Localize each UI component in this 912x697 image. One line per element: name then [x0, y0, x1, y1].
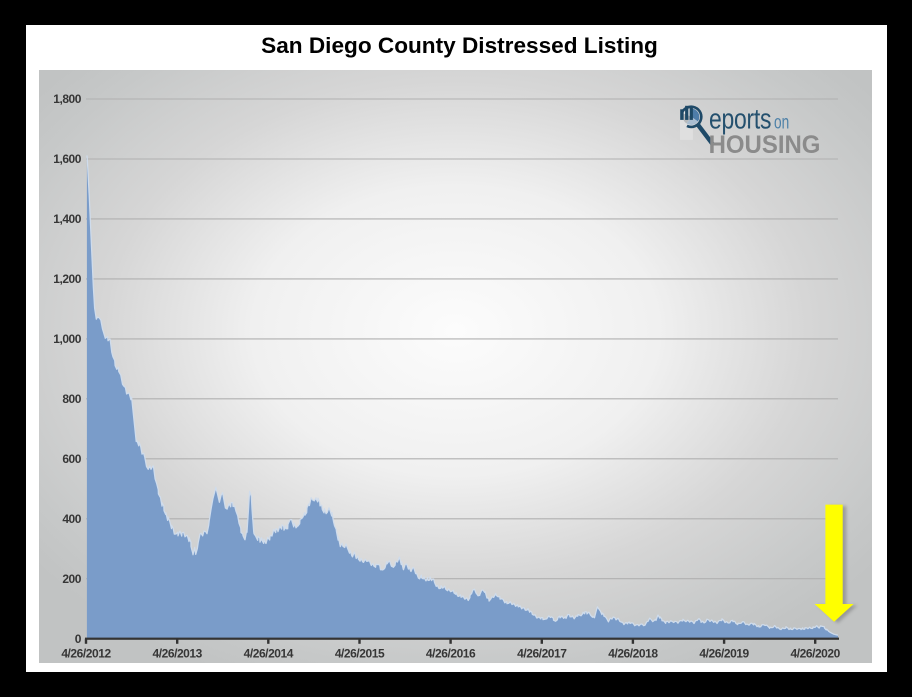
- svg-text:1,600: 1,600: [53, 152, 82, 166]
- svg-text:1,800: 1,800: [53, 92, 82, 106]
- svg-text:200: 200: [62, 572, 81, 586]
- svg-text:0: 0: [75, 632, 82, 646]
- svg-text:1,400: 1,400: [53, 212, 82, 226]
- svg-text:eports: eports: [709, 102, 771, 135]
- svg-text:4/26/2017: 4/26/2017: [517, 646, 567, 660]
- svg-text:on: on: [774, 111, 789, 133]
- svg-text:400: 400: [62, 512, 81, 526]
- svg-text:4/26/2018: 4/26/2018: [608, 646, 658, 660]
- svg-text:4/26/2014: 4/26/2014: [244, 646, 294, 660]
- svg-text:4/26/2019: 4/26/2019: [699, 646, 749, 660]
- svg-text:800: 800: [62, 392, 81, 406]
- svg-text:600: 600: [62, 452, 81, 466]
- svg-text:4/26/2016: 4/26/2016: [426, 646, 476, 660]
- svg-text:4/26/2013: 4/26/2013: [153, 646, 203, 660]
- svg-text:HOUSING: HOUSING: [709, 131, 821, 159]
- svg-text:4/26/2020: 4/26/2020: [791, 646, 841, 660]
- svg-text:4/26/2015: 4/26/2015: [335, 646, 385, 660]
- svg-text:1,000: 1,000: [53, 332, 82, 346]
- svg-text:4/26/2012: 4/26/2012: [61, 646, 111, 660]
- svg-text:1,200: 1,200: [53, 272, 82, 286]
